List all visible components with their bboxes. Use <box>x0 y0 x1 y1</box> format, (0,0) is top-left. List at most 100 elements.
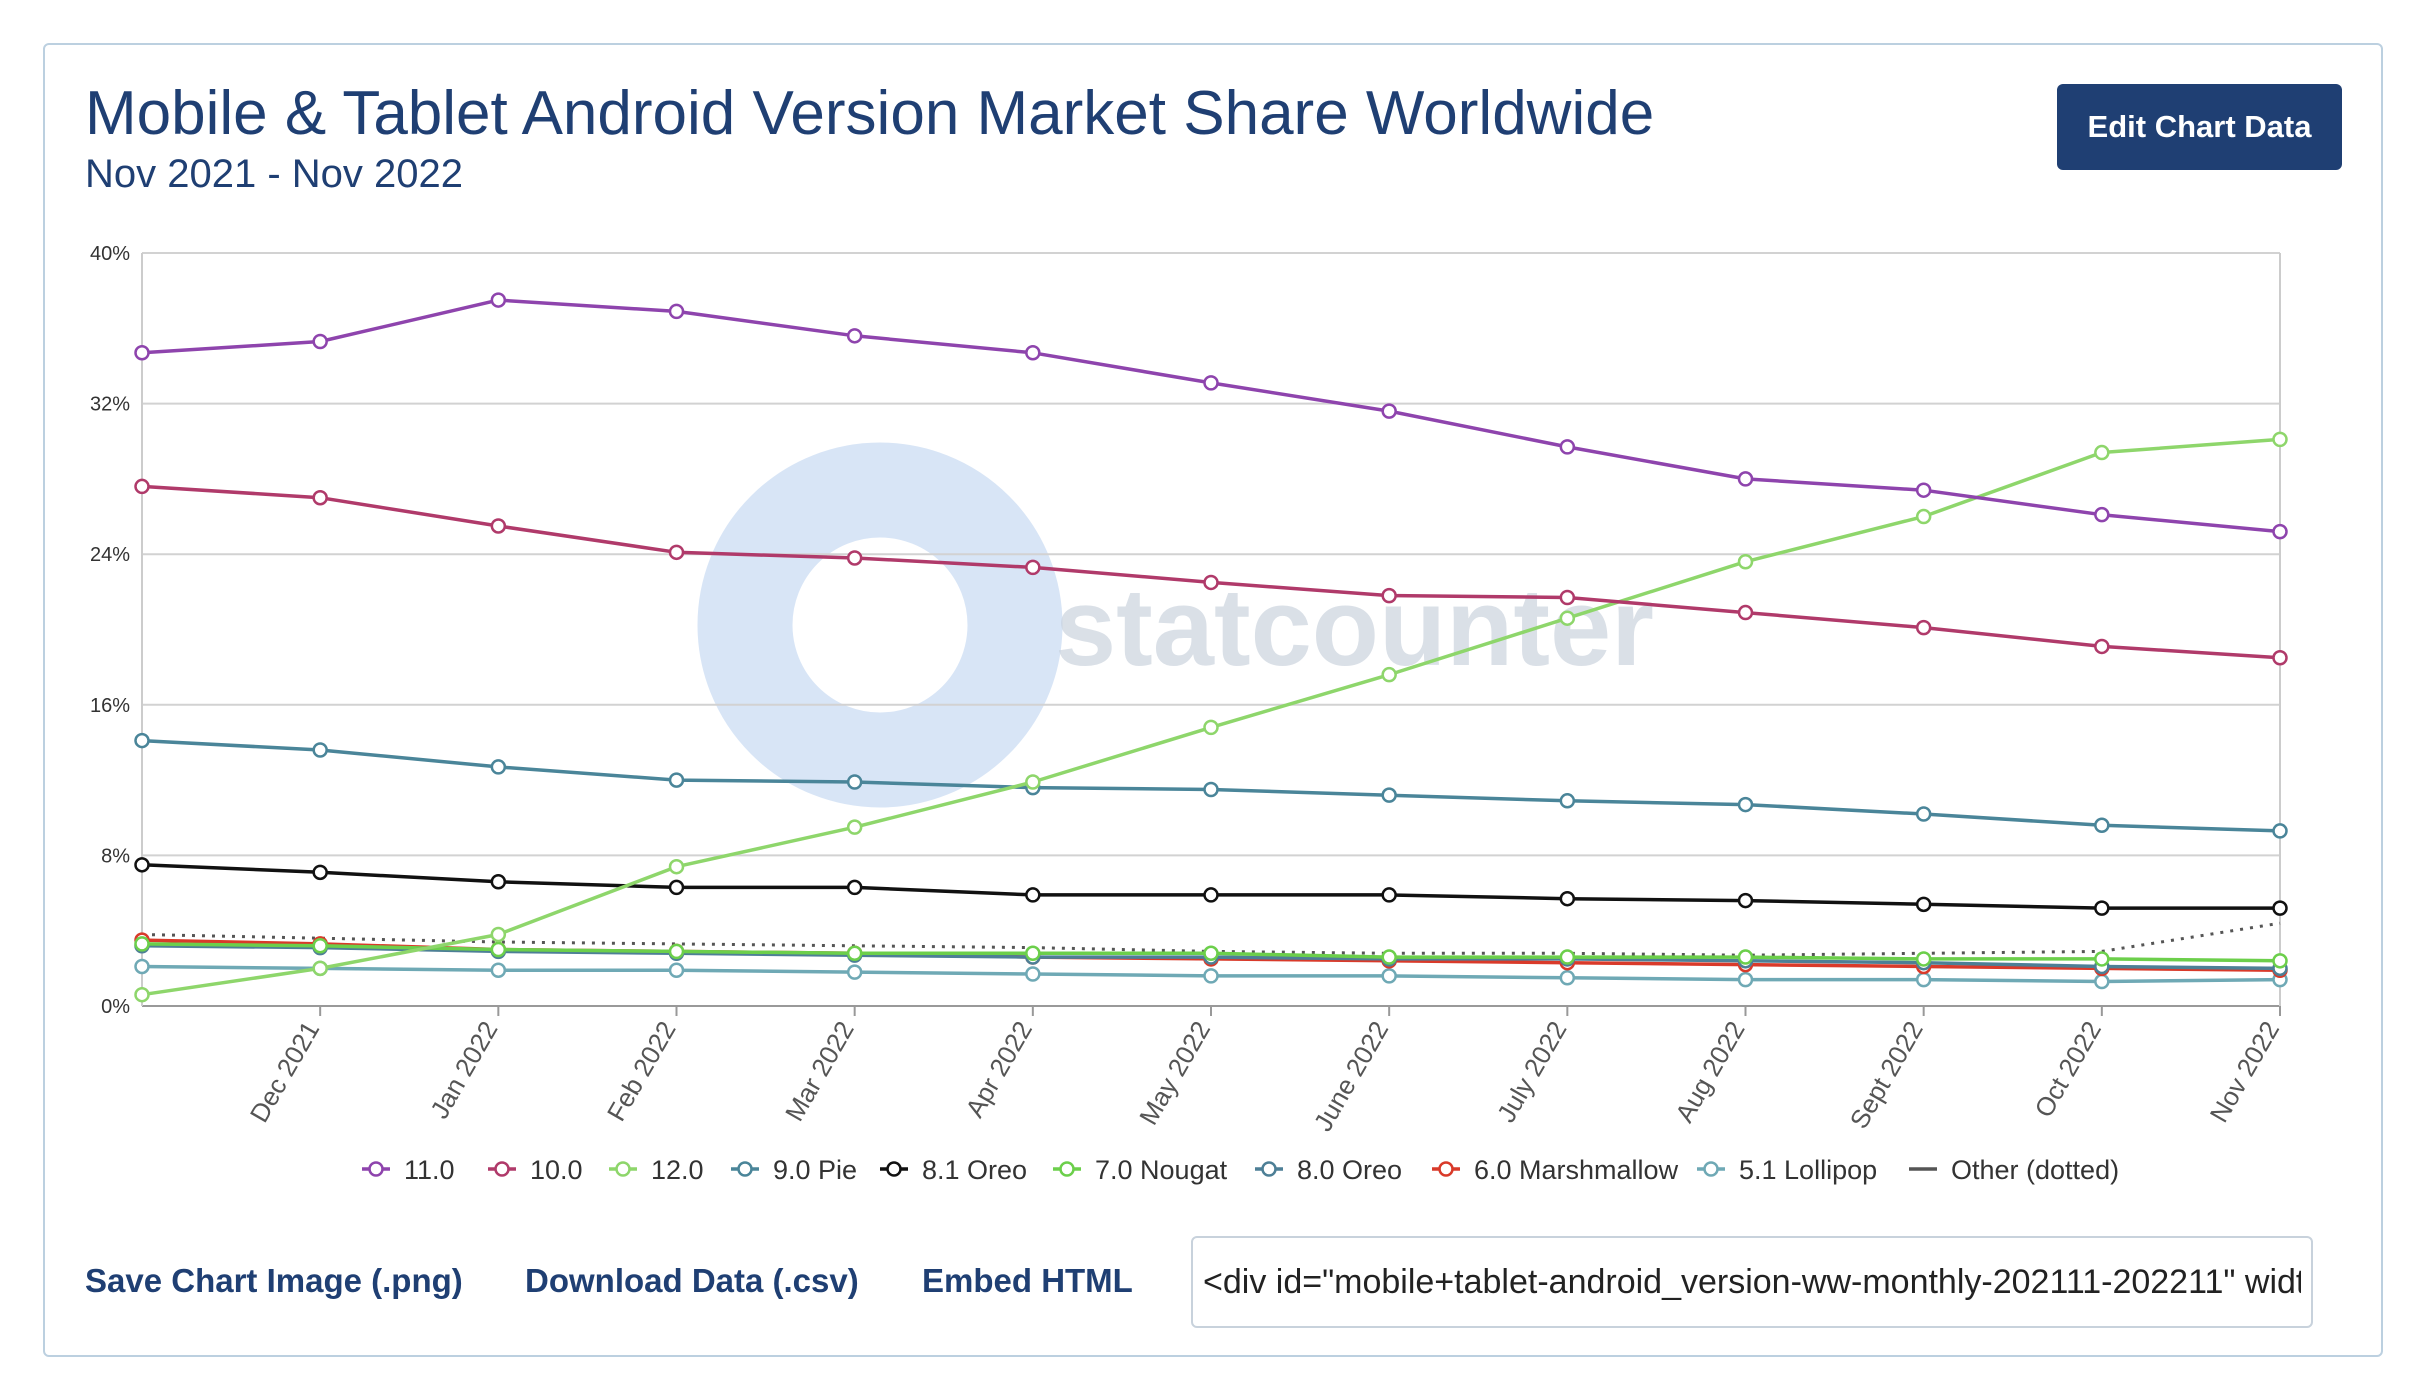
x-axis-ticks: Dec 2021 Jan 2022 Feb 2022 Mar 2022 Apr 2022… <box>244 1016 2285 1136</box>
data-point <box>1381 587 1397 604</box>
legend-item: 5.1 Lollipop <box>1697 1155 1877 1185</box>
series-11-0 <box>134 292 2288 540</box>
data-point <box>2272 523 2288 540</box>
legend-label: Other (dotted) <box>1951 1155 2119 1185</box>
series-7-0-nougat <box>134 936 2288 969</box>
chart-panel <box>43 43 2383 1357</box>
data-point <box>1559 949 1576 965</box>
data-point <box>134 857 150 873</box>
data-point <box>1203 719 1219 736</box>
x-tick-label: June 2022 <box>1308 1016 1395 1136</box>
y-tick-label: 16% <box>90 695 130 717</box>
y-tick-label: 8% <box>101 845 130 867</box>
data-point <box>846 550 863 566</box>
data-point <box>134 732 150 749</box>
y-tick-label: 0% <box>101 996 130 1018</box>
legend-item: 9.0 Pie <box>731 1155 857 1185</box>
data-point <box>1737 471 1754 487</box>
data-point <box>846 774 863 790</box>
save-chart-image-link[interactable]: Save Chart Image (.png) <box>85 1262 463 1299</box>
legend-marker <box>1703 1161 1719 1177</box>
data-point <box>1737 971 1754 988</box>
data-point <box>1559 793 1576 809</box>
chart-title: Mobile & Tablet Android Version Market S… <box>85 79 1655 148</box>
data-point <box>2272 431 2288 448</box>
data-point <box>134 936 150 952</box>
x-tick-label: Aug 2022 <box>1669 1016 1751 1127</box>
series-8-1-oreo <box>134 857 2288 916</box>
data-point <box>1915 896 1932 913</box>
legend-item: 12.0 <box>609 1155 704 1185</box>
legend-marker <box>1059 1161 1075 1177</box>
data-point <box>312 333 328 350</box>
data-point <box>1559 589 1576 606</box>
data-point <box>1915 482 1932 498</box>
data-point <box>1203 375 1219 391</box>
data-point <box>668 879 685 896</box>
watermark-logo-icon <box>697 442 1063 808</box>
y-tick-label: 32% <box>90 394 130 416</box>
data-point <box>2272 649 2288 666</box>
data-point <box>2094 506 2110 523</box>
data-point <box>668 303 685 320</box>
data-point <box>490 759 507 775</box>
data-point <box>1737 949 1754 965</box>
data-point <box>490 941 507 958</box>
data-point <box>1203 574 1219 591</box>
data-point <box>1025 345 1041 361</box>
data-point <box>312 960 328 977</box>
data-point <box>846 879 863 896</box>
legend-marker <box>494 1161 510 1177</box>
watermark-text: statcounter <box>1055 566 1654 689</box>
data-point <box>312 489 328 506</box>
data-point <box>1559 610 1576 626</box>
embed-html-field[interactable] <box>1191 1236 2313 1328</box>
series-9-0-pie <box>134 732 2288 839</box>
data-point <box>846 328 863 344</box>
data-point <box>490 518 507 534</box>
data-point <box>2094 973 2110 990</box>
data-point <box>1915 971 1932 988</box>
data-point <box>2094 444 2110 461</box>
data-point <box>134 345 150 361</box>
edit-chart-data-button[interactable]: Edit Chart Data <box>2057 84 2342 170</box>
data-point <box>134 958 150 975</box>
data-point <box>846 819 863 835</box>
download-data-link[interactable]: Download Data (.csv) <box>525 1262 859 1299</box>
data-point <box>1381 787 1397 803</box>
legend-item: 10.0 <box>488 1155 583 1185</box>
data-point <box>490 874 507 890</box>
legend-item: 6.0 Marshmallow <box>1432 1155 1679 1185</box>
y-tick-label: 24% <box>90 544 130 566</box>
data-point <box>1915 508 1932 525</box>
data-point <box>2272 900 2288 916</box>
data-point <box>1381 887 1397 903</box>
data-point <box>668 962 685 978</box>
data-point <box>1737 796 1754 813</box>
legend-label: 7.0 Nougat <box>1095 1155 1228 1185</box>
chart-grid <box>141 252 2281 1016</box>
x-tick-label: Oct 2022 <box>2028 1016 2107 1122</box>
legend-marker <box>1261 1161 1277 1177</box>
series-10-0 <box>134 478 2288 666</box>
legend-item: 11.0 <box>362 1155 455 1185</box>
data-point <box>1915 619 1932 636</box>
legend-label: 12.0 <box>651 1155 704 1185</box>
data-point <box>2272 823 2288 839</box>
data-point <box>846 945 863 962</box>
statcounter-watermark: statcounter <box>697 442 1654 808</box>
x-tick-label: Nov 2022 <box>2204 1016 2286 1127</box>
legend-marker <box>886 1161 902 1177</box>
data-point <box>490 292 507 308</box>
data-point <box>134 986 150 1003</box>
data-point <box>2094 638 2110 655</box>
chart-legend: 11.0 10.0 12.0 9.0 Pie 8.1 Oreo 7.0 Nougat 8.0… <box>362 1155 2119 1185</box>
data-point <box>2094 817 2110 834</box>
data-point <box>1025 887 1041 903</box>
embed-html-link[interactable]: Embed HTML <box>922 1262 1133 1299</box>
data-point <box>1737 892 1754 909</box>
series-line <box>141 437 2281 997</box>
x-tick-label: May 2022 <box>1133 1016 1216 1130</box>
data-point <box>1203 968 1219 984</box>
